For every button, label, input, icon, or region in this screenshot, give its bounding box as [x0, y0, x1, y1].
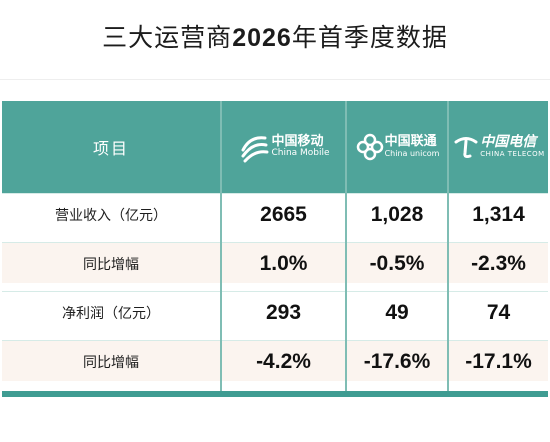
title-band: 三大运营商2026年首季度数据 [0, 0, 550, 80]
china-mobile-logo-icon [241, 136, 269, 163]
value-china-mobile: 1.0% [259, 251, 308, 275]
header-cell-china-unicom: 中国联通 China unicom [347, 101, 447, 193]
china-telecom-name-en: CHINA TELECOM [480, 149, 545, 158]
value-china-telecom: 1,314 [472, 202, 525, 226]
value-china-unicom: -17.6% [363, 349, 431, 373]
page-title: 三大运营商2026年首季度数据 [0, 18, 550, 54]
row-label: 营业收入（亿元） [55, 207, 167, 224]
value-china-unicom: -0.5% [369, 251, 425, 275]
row-label: 同比增幅 [83, 354, 139, 371]
table-row-revenue: 营业收入（亿元） 2665 1,028 1,314 [2, 193, 548, 234]
title-suffix: 年首季度数据 [291, 23, 448, 52]
column-divider [345, 101, 347, 397]
value-china-telecom: 74 [486, 300, 511, 324]
value-china-mobile: -4.2% [256, 349, 311, 373]
column-divider [447, 101, 449, 397]
china-mobile-name-en: China Mobile [271, 148, 330, 159]
china-telecom-name-cn: 中国电信 [480, 134, 537, 151]
header-label: 项目 [92, 139, 129, 158]
row-label: 同比增幅 [83, 256, 139, 273]
table-row-revenue-growth: 同比增幅 1.0% -0.5% -2.3% [2, 242, 548, 283]
header-cell-item: 项目 [2, 101, 220, 193]
table-row-profit-growth: 同比增幅 -4.2% -17.6% -17.1% [2, 340, 548, 381]
row-label: 净利润（亿元） [62, 305, 160, 322]
china-unicom-logo-icon [356, 133, 383, 161]
data-table: 项目 中国移动 China Mobile [2, 101, 548, 397]
header-cell-china-mobile: 中国移动 China Mobile [222, 101, 345, 193]
table-header-row: 项目 中国移动 China Mobile [2, 101, 548, 193]
china-mobile-name-cn: 中国移动 [271, 133, 324, 149]
value-china-telecom: -17.1% [465, 349, 532, 373]
title-year: 2026 [232, 24, 292, 52]
column-divider [220, 101, 222, 397]
china-mobile-logo: 中国移动 China Mobile [237, 130, 330, 164]
value-china-unicom: 49 [385, 300, 409, 324]
value-china-mobile: 2665 [260, 202, 307, 226]
header-cell-china-telecom: 中国电信 CHINA TELECOM [449, 101, 548, 193]
table-bottom-bar [2, 391, 548, 397]
china-telecom-logo-icon [454, 137, 478, 159]
china-unicom-name-en: China unicom [384, 148, 440, 158]
china-unicom-logo: 中国联通 China unicom [355, 132, 440, 162]
table-row-net-profit: 净利润（亿元） 293 49 74 [2, 291, 548, 332]
china-unicom-name-cn: 中国联通 [384, 134, 437, 150]
value-china-mobile: 293 [265, 300, 302, 324]
value-china-telecom: -2.3% [471, 251, 526, 275]
value-china-unicom: 1,028 [370, 202, 424, 226]
title-prefix: 三大运营商 [102, 23, 233, 52]
china-telecom-logo: 中国电信 CHINA TELECOM [452, 133, 544, 161]
